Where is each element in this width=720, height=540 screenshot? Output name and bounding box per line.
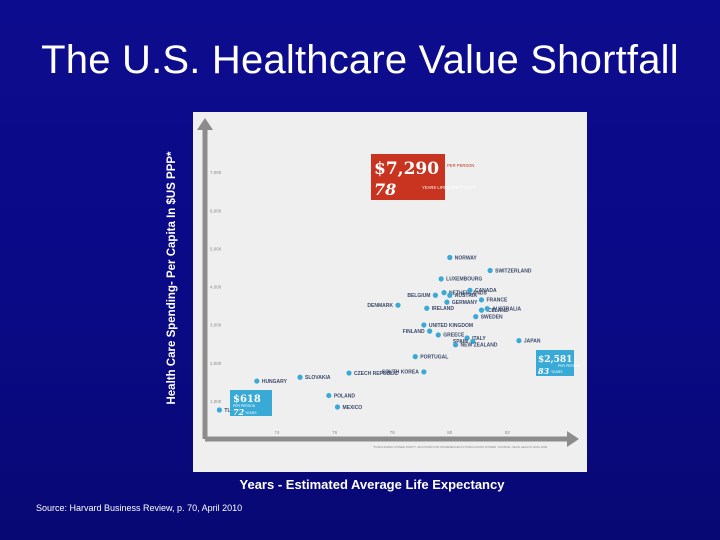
- data-point: [216, 407, 222, 413]
- point-label: JAPAN: [524, 338, 541, 344]
- japan-callout-amount: $2,581: [538, 355, 572, 365]
- usa-callout-years-caption: YEARS LIFE EXPECTANCY: [422, 185, 476, 190]
- point-label: FINLAND: [403, 329, 425, 335]
- data-point: [487, 267, 493, 274]
- x-axis-label: Years - Estimated Average Life Expectanc…: [239, 477, 505, 492]
- data-point: [441, 290, 447, 296]
- usa-callout-years: 78: [374, 180, 396, 199]
- point-label: AUSTRIA: [455, 293, 478, 299]
- point-label: ICELAND: [486, 308, 509, 314]
- data-point: [435, 332, 441, 338]
- data-point: [254, 378, 260, 384]
- point-label: MEXICO: [342, 405, 362, 411]
- data-point: [438, 276, 444, 282]
- data-point: [424, 305, 430, 311]
- y-tick-label: 5,000: [210, 246, 222, 251]
- y-axis-label: Health Care Spending- Per Capita In $US …: [166, 151, 178, 405]
- usa-callout-amount: $7,290: [374, 159, 439, 179]
- usa-callout-amount-caption: PER PERSON: [447, 163, 474, 168]
- x-tick-label: 82: [505, 430, 511, 435]
- y-tick-label: 3,000: [210, 323, 222, 328]
- turkey-callout-box: [230, 390, 272, 416]
- turkey-callout-years: 72: [233, 407, 245, 417]
- chart-panel: 1,000 2,000 3,000 4,000 5,000 6,000 7,000 74 76 7…: [193, 112, 587, 472]
- japan-callout-years: 83: [538, 366, 550, 376]
- data-point: [427, 328, 433, 334]
- usa-callout-box: [371, 154, 445, 200]
- point-label: POLAND: [334, 393, 356, 399]
- turkey-callout-amount-caption: PER PERSON: [233, 404, 256, 408]
- y-tick-label: 2,000: [210, 361, 222, 366]
- data-point: [326, 392, 332, 399]
- x-tick-label: 74: [274, 430, 280, 435]
- point-label: UNITED KINGDOM: [429, 323, 473, 329]
- point-label: SLOVAKIA: [305, 375, 331, 381]
- data-point: [412, 354, 418, 360]
- data-point: [346, 370, 352, 376]
- point-label: GERMANY: [452, 300, 478, 306]
- point-label: BELGIUM: [407, 293, 430, 299]
- y-axis-arrow-icon: [197, 118, 213, 130]
- point-label: NORWAY: [455, 255, 478, 261]
- data-point: [478, 307, 485, 313]
- chart-footnote: *PURCHASING POWER PARITY, ADJUSTED FOR D…: [373, 445, 548, 449]
- x-tick-label: 80: [447, 430, 453, 435]
- data-point: [334, 404, 341, 410]
- point-label: PORTUGAL: [420, 354, 448, 360]
- source-note: Source: Harvard Business Review, p. 70, …: [36, 503, 243, 513]
- point-label: SWEDEN: [481, 314, 503, 320]
- data-point: [444, 299, 450, 305]
- japan-callout-years-caption: YEARS: [551, 370, 563, 374]
- data-point: [478, 297, 485, 303]
- point-label: IRELAND: [432, 306, 455, 312]
- x-tick-label: 78: [390, 430, 396, 435]
- point-label: SOUTH KOREA: [382, 370, 419, 376]
- y-tick-label: 1,000: [210, 399, 222, 404]
- data-point: [421, 322, 427, 328]
- japan-callout-amount-caption: PER PERSON: [558, 364, 581, 368]
- point-label: AUSTRALIA: [492, 306, 521, 312]
- y-tick-label: 6,000: [210, 208, 222, 213]
- data-point: [447, 254, 453, 261]
- data-point: [470, 338, 476, 344]
- y-tick-label: 4,000: [210, 285, 222, 290]
- scatter-chart: 1,000 2,000 3,000 4,000 5,000 6,000 7,000 74 76 7…: [197, 118, 581, 449]
- turkey-callout-years-caption: YEARS: [245, 411, 257, 415]
- data-point: [484, 306, 490, 312]
- data-point: [467, 287, 473, 293]
- point-label: HUNGARY: [262, 379, 288, 385]
- data-point: [447, 292, 453, 298]
- point-label: LUXEMBOURG: [446, 277, 482, 283]
- point-label: SWITZERLAND: [495, 268, 532, 274]
- point-label: DENMARK: [367, 303, 393, 309]
- data-point: [516, 338, 522, 344]
- point-label: SPAIN: [453, 339, 468, 345]
- turkey-callout-amount: $618: [233, 394, 261, 405]
- x-axis-arrow-icon: [567, 431, 579, 447]
- data-point: [395, 302, 401, 308]
- slide-title: The U.S. Healthcare Value Shortfall: [41, 38, 679, 82]
- point-label: ITALY: [472, 336, 486, 342]
- point-label: GREECE: [443, 333, 465, 339]
- point-label: NETHERLANDS: [449, 290, 487, 296]
- data-point: [297, 374, 303, 380]
- y-tick-label: 7,000: [210, 170, 222, 175]
- point-label: FRANCE: [486, 298, 507, 304]
- data-point: [452, 342, 459, 348]
- japan-callout-box: [536, 350, 574, 376]
- point-label: NEW ZEALAND: [461, 343, 498, 349]
- x-tick-label: 76: [332, 430, 338, 435]
- data-point: [473, 314, 479, 320]
- point-label: CANADA: [475, 288, 497, 294]
- data-point: [432, 292, 438, 298]
- data-point: [464, 335, 470, 341]
- point-label: CZECH REPUBLIC: [354, 371, 399, 377]
- data-point: [421, 369, 427, 375]
